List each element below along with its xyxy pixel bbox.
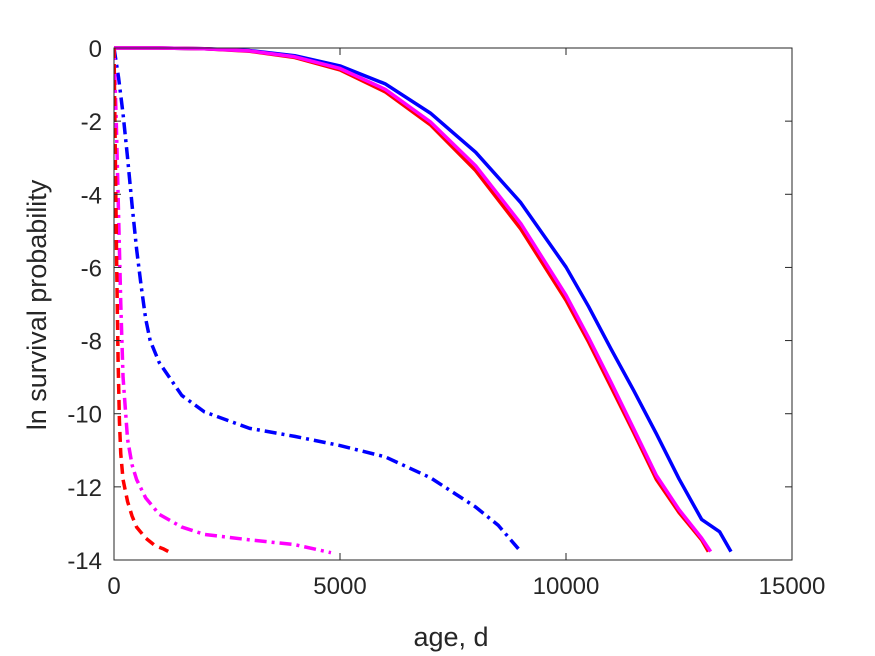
- series-line-2: [114, 46, 710, 553]
- x-tick-label: 5000: [313, 573, 366, 600]
- y-tick-label: -8: [81, 329, 102, 356]
- y-tick-label: -2: [81, 109, 102, 136]
- x-tick-label: 0: [107, 573, 120, 600]
- y-tick-label: -12: [67, 475, 102, 502]
- y-tick-label: 0: [89, 36, 102, 63]
- series-line-4: [114, 47, 523, 553]
- x-tick-label: 15000: [759, 573, 826, 600]
- axes-box: [113, 47, 793, 561]
- series-line-3: [114, 46, 713, 553]
- x-axis-label: age, d: [413, 622, 488, 652]
- series-layer: [114, 46, 733, 555]
- y-axis-label: ln survival probability: [22, 179, 52, 430]
- series-line-6: [114, 47, 172, 555]
- y-tick-label: -10: [67, 402, 102, 429]
- series-line-1: [114, 46, 733, 553]
- y-tick-label: -4: [81, 182, 102, 209]
- ticks-layer: 0 5000 10000 15000 0 -2 -4 -6 -8 -10 -12 -14: [67, 36, 825, 600]
- y-tick-label: -14: [67, 548, 102, 575]
- series-line-5: [114, 47, 332, 555]
- x-tick-label: 10000: [533, 573, 600, 600]
- y-tick-label: -6: [81, 255, 102, 282]
